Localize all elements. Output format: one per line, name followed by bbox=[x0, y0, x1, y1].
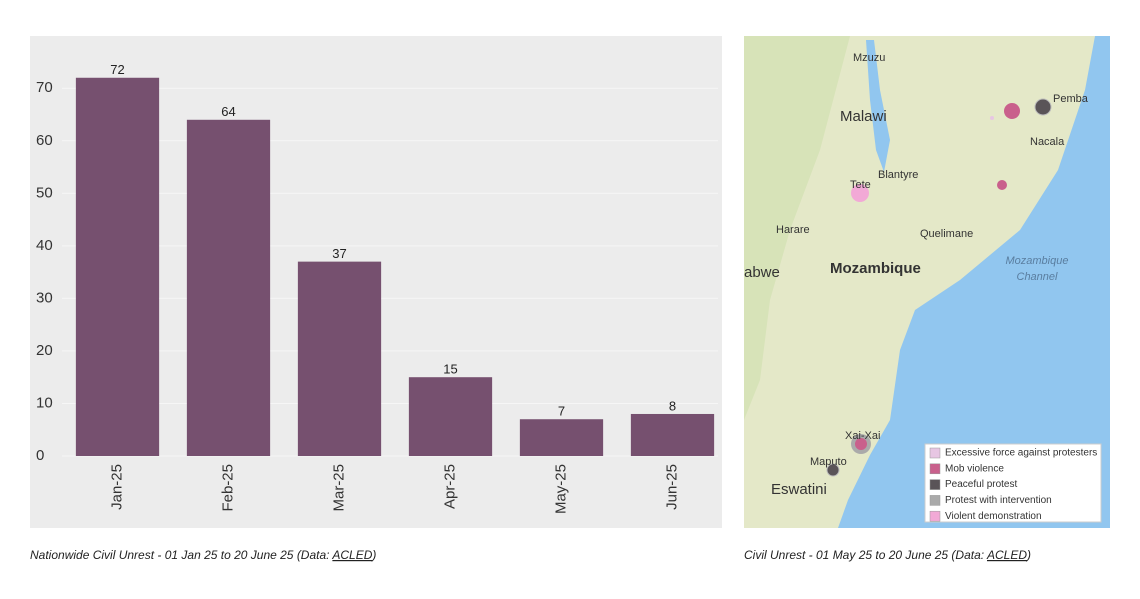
x-tick-label: Jan-25 bbox=[108, 464, 125, 510]
caption-text: ) bbox=[1025, 548, 1031, 562]
value-label: 15 bbox=[443, 362, 457, 377]
map: Mzuzu Malawi Pemba Nacala Blantyre Tete … bbox=[744, 36, 1110, 528]
place-label: Tete bbox=[850, 179, 871, 191]
country-label: abwe bbox=[744, 264, 780, 281]
x-tick-label: Apr-25 bbox=[441, 464, 458, 509]
country-label: Malawi bbox=[840, 108, 887, 125]
y-tick-label: 30 bbox=[36, 289, 53, 306]
legend-label: Protest with intervention bbox=[945, 495, 1052, 506]
place-label: Xai-Xai bbox=[845, 430, 880, 442]
place-label: Maputo bbox=[810, 456, 847, 468]
value-label: 64 bbox=[221, 104, 235, 119]
place-label: Mzuzu bbox=[853, 52, 885, 64]
map-dot bbox=[855, 438, 867, 450]
bar bbox=[75, 77, 160, 456]
land-shade bbox=[744, 36, 850, 420]
country-label: Mozambique bbox=[830, 260, 921, 277]
x-tick-label: Mar-25 bbox=[330, 464, 347, 512]
legend-label: Peaceful protest bbox=[945, 479, 1017, 490]
map-caption: Civil Unrest - 01 May 25 to 20 June 25 (… bbox=[744, 548, 1031, 562]
map-dot bbox=[826, 463, 840, 477]
caption-text: Nationwide Civil Unrest - 01 Jan 25 to 2… bbox=[30, 548, 332, 562]
caption-text: Civil Unrest - 01 May 25 to 20 June 25 (… bbox=[744, 548, 987, 562]
x-tick-label: Feb-25 bbox=[219, 464, 236, 512]
value-label: 72 bbox=[110, 62, 124, 77]
legend-swatch bbox=[929, 479, 941, 490]
value-label: 8 bbox=[669, 398, 676, 413]
map-dot bbox=[990, 116, 994, 120]
legend-swatch bbox=[929, 510, 941, 522]
caption-link[interactable]: ACLED bbox=[331, 548, 372, 562]
place-label: Quelimane bbox=[920, 228, 973, 240]
legend-swatch bbox=[929, 463, 941, 475]
legend-label: Mob violence bbox=[945, 463, 1004, 474]
place-label: Pemba bbox=[1053, 93, 1089, 105]
sea-label: Channel bbox=[1017, 271, 1059, 283]
y-tick-label: 40 bbox=[36, 237, 53, 254]
land bbox=[744, 36, 1095, 528]
legend: Excessive force against protesters Mob vi… bbox=[929, 447, 1097, 522]
bar bbox=[297, 261, 382, 456]
country-label: Eswatini bbox=[771, 481, 827, 498]
y-tick-label: 50 bbox=[36, 184, 53, 201]
lake bbox=[866, 40, 890, 172]
y-tick-label: 10 bbox=[36, 394, 53, 411]
legend-label: Violent demonstration bbox=[945, 511, 1042, 522]
bar bbox=[630, 413, 715, 456]
x-tick-label: Jun-25 bbox=[663, 464, 680, 510]
legend-swatch bbox=[929, 447, 941, 459]
y-tick-label: 20 bbox=[36, 342, 53, 359]
caption-text: ) bbox=[370, 548, 376, 562]
y-tick-label: 60 bbox=[36, 132, 53, 149]
legend-swatch bbox=[929, 495, 941, 506]
chart-caption: Nationwide Civil Unrest - 01 Jan 25 to 2… bbox=[30, 548, 376, 562]
legend-box bbox=[924, 443, 1102, 523]
bar bbox=[408, 377, 493, 456]
legend-label: Excessive force against protesters bbox=[945, 448, 1097, 459]
map-dot bbox=[997, 180, 1007, 190]
sea-label: Mozambique bbox=[1006, 255, 1069, 267]
value-label: 37 bbox=[332, 246, 346, 261]
map-dot bbox=[1034, 98, 1052, 116]
value-label: 7 bbox=[558, 404, 565, 419]
place-label: Harare bbox=[776, 224, 810, 236]
caption-link[interactable]: ACLED bbox=[986, 548, 1027, 562]
bar bbox=[519, 419, 604, 456]
bar bbox=[186, 119, 271, 456]
x-tick-label: May-25 bbox=[552, 464, 569, 514]
place-label: Blantyre bbox=[878, 169, 918, 181]
map-dot bbox=[1004, 103, 1020, 119]
y-tick-label: 0 bbox=[36, 447, 44, 464]
map-dot bbox=[851, 184, 869, 202]
y-tick-label: 70 bbox=[36, 79, 53, 96]
place-label: Nacala bbox=[1030, 136, 1065, 148]
bar-chart: 0 10 20 30 40 50 60 70 72 Jan-25 64 Feb-25 37 Mar-25 1… bbox=[36, 62, 718, 514]
